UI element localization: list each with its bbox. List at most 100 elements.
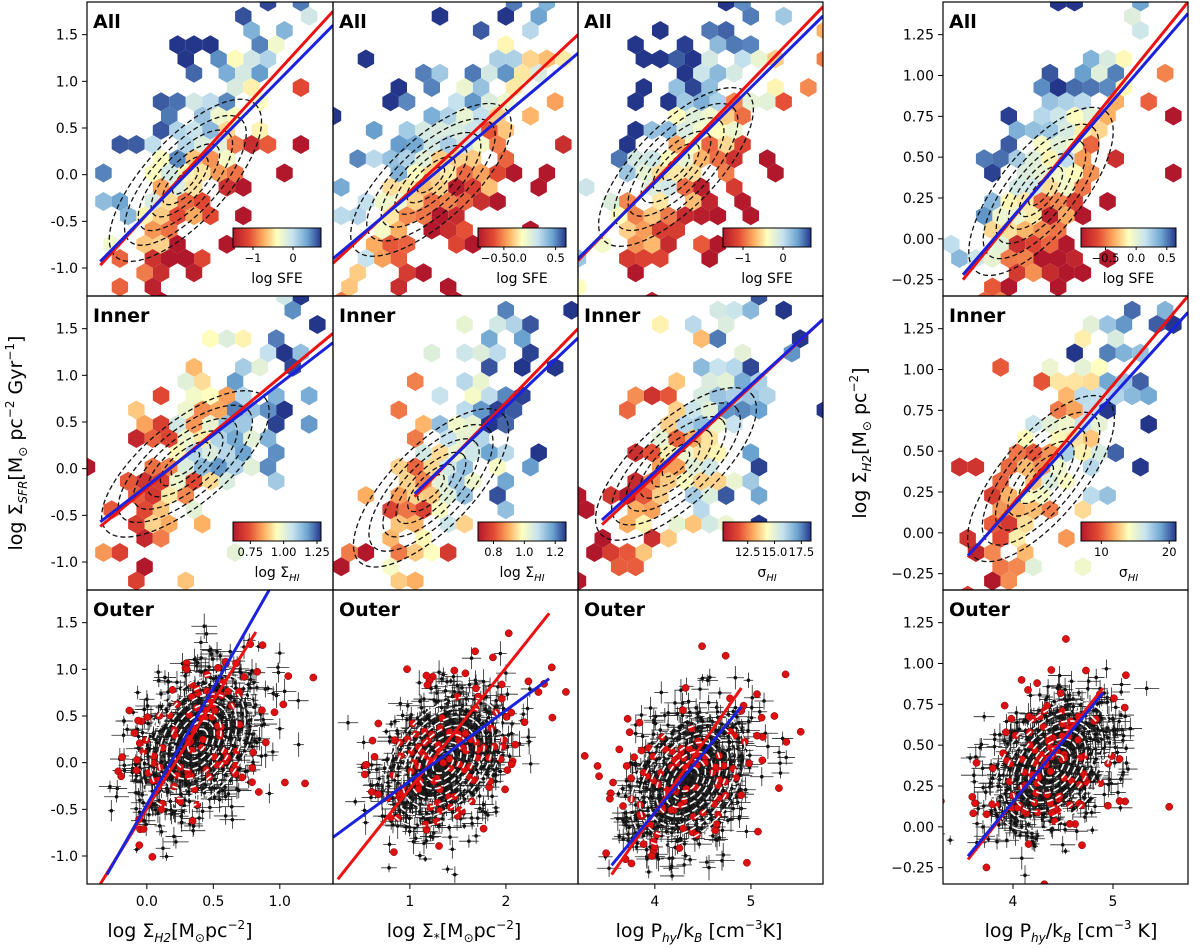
hexbin-cell [635, 514, 652, 534]
data-point [244, 741, 249, 746]
hexbin-cell [136, 263, 153, 283]
hexbin-cell [169, 35, 186, 55]
hexbin-cell [1041, 357, 1059, 377]
data-point [122, 719, 127, 723]
y-tick-label: 1.25 [903, 28, 934, 44]
data-point [179, 792, 183, 797]
hexbin-cell [610, 557, 628, 577]
hexbin-cell [268, 329, 285, 349]
hexbin-cell [497, 471, 514, 491]
hexbin-cell [1165, 106, 1182, 126]
hexbin-cell [276, 163, 293, 183]
hexbin-cell [635, 78, 652, 97]
hexbin-cell [943, 234, 960, 254]
colorbar-tick-label: 0 [779, 251, 786, 265]
hexbin-cell [685, 400, 702, 420]
data-point [146, 721, 150, 726]
hexbin-cell [734, 2, 751, 12]
contour-line [651, 440, 701, 488]
colorbar-gradient [477, 521, 567, 542]
hexbin-cell [726, 471, 743, 491]
hexbin-cell [202, 386, 219, 406]
y-tick-label: −0.25 [891, 273, 934, 289]
highlight-point [187, 692, 196, 701]
y-tick-label: 1.5 [56, 28, 78, 44]
hexbin-cell [407, 372, 424, 391]
data-point [271, 691, 276, 696]
data-point [184, 783, 189, 787]
data-point [296, 742, 301, 747]
data-point [134, 774, 139, 778]
hexbin-cell [984, 163, 1001, 183]
hexbin-cell [816, 22, 823, 39]
highlight-point [173, 700, 181, 709]
hexbin-cell [701, 400, 718, 420]
hexbin-cell [635, 220, 652, 240]
hexbin-cell [472, 192, 490, 211]
fit-line-blue [578, 14, 823, 260]
hexbin-cell [505, 315, 523, 334]
hexbin-cell [701, 192, 718, 211]
highlight-point [249, 748, 258, 757]
hexbin-cell [685, 315, 702, 334]
data-point [186, 789, 191, 794]
colorbar-tick-label: 10 [1094, 545, 1109, 559]
highlight-point [234, 687, 243, 696]
hexbin-cell [194, 106, 211, 126]
hexbin-cell [701, 514, 718, 534]
hexbin-cell [1124, 300, 1141, 320]
hexbin-cell [300, 414, 318, 434]
hexbin-cell [276, 343, 293, 363]
y-tick-label: -0.5 [51, 214, 78, 230]
hexbin-cell [726, 63, 743, 83]
hexbin-cell [717, 372, 735, 391]
data-point [134, 806, 138, 811]
contour-line [157, 693, 238, 790]
hexbin-cell [423, 543, 440, 562]
hexbin-cell [374, 220, 391, 240]
hexbin-cell [1058, 92, 1075, 112]
hexbin-cell [161, 429, 178, 448]
hexbin-cell [235, 443, 252, 463]
hexbin-cell [292, 135, 310, 154]
highlight-point [125, 706, 134, 715]
hexbin-cell [481, 357, 498, 377]
highlight-point [199, 735, 207, 744]
hexbin-cell [693, 357, 710, 377]
hexbin-cell [635, 543, 652, 562]
hexbin-cell [349, 263, 366, 283]
hexbin-cell [717, 163, 735, 183]
hexbin-cell [742, 92, 759, 112]
hexbin-cell [472, 372, 490, 391]
data-point [184, 706, 189, 710]
hexbin-cell [357, 249, 375, 268]
data-point [422, 710, 426, 714]
hexbin-cell [472, 78, 490, 97]
hexbin-cell [390, 163, 407, 183]
hexbin-cell [111, 135, 129, 154]
hexbin-cell [1017, 429, 1034, 448]
colorbar-tick-label: 12.5 [735, 545, 761, 559]
hexbin-cell [1025, 149, 1042, 169]
hexbin-cell [522, 343, 539, 363]
hexbin-cell [235, 206, 252, 226]
hexbin-cell [635, 249, 652, 268]
hexbin-cell [1066, 78, 1083, 97]
hexbin-cell [1107, 386, 1124, 406]
hexbin-cell [1017, 163, 1034, 183]
data-point [144, 822, 148, 827]
hexbin-cell [1074, 443, 1092, 463]
hexbin-cell [726, 386, 743, 406]
hexbin-cell [243, 457, 260, 477]
hexbin-cell [1041, 63, 1059, 83]
data-point [226, 792, 231, 796]
contour-line [117, 404, 254, 524]
data-point [212, 795, 217, 799]
highlight-point [211, 706, 219, 715]
data-point [223, 814, 228, 818]
y-tick-label: 0.50 [903, 444, 934, 460]
hexbin-cell [660, 206, 677, 226]
data-point [505, 692, 510, 697]
hexbin-cell [1132, 372, 1149, 391]
